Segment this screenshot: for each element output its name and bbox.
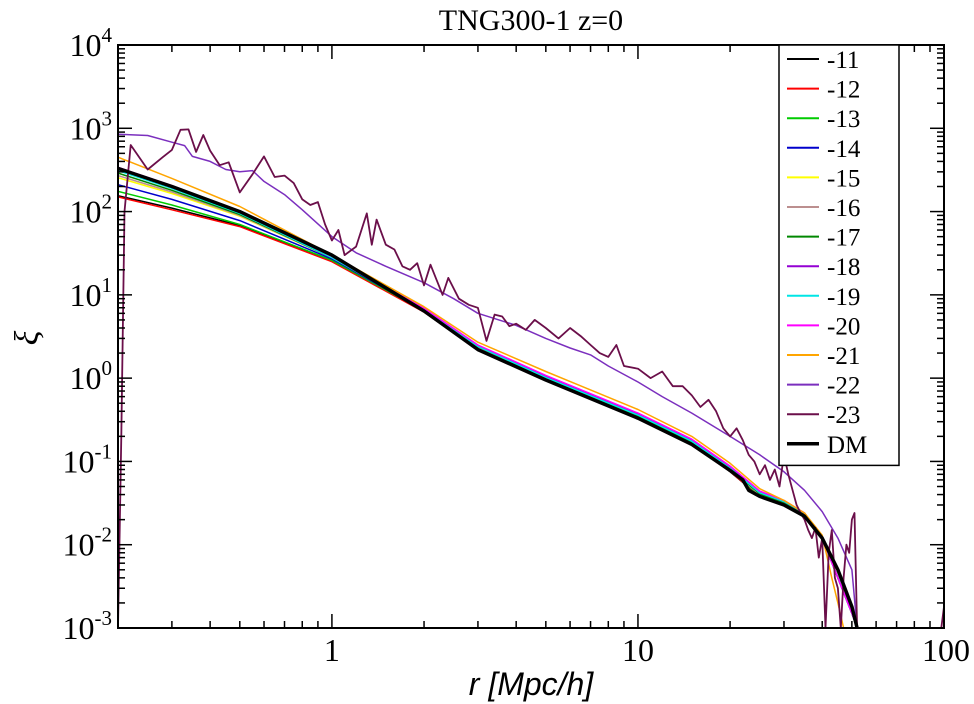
legend-entry-4: -15 xyxy=(827,165,860,192)
series-line-0 xyxy=(118,194,858,628)
y-tick-label: 10-3 xyxy=(63,606,113,646)
x-axis-label: r [Mpc/h] xyxy=(469,666,595,702)
x-tick-label: 10 xyxy=(622,632,654,668)
chart-title: TNG300-1 z=0 xyxy=(439,4,623,37)
legend-entry-12: -23 xyxy=(827,402,860,429)
y-tick-label: 10-2 xyxy=(63,523,113,563)
x-tick-label: 100 xyxy=(922,632,970,668)
y-tick-label: 101 xyxy=(70,273,113,313)
y-tick-label: 104 xyxy=(70,23,113,63)
ticks-layer: 1 10 100 10-3 10-2 10-1 100 101 102 103 104 xyxy=(63,23,971,668)
legend-entry-9: -20 xyxy=(827,313,860,340)
legend-entry-8: -19 xyxy=(827,284,860,311)
legend-entry-7: -18 xyxy=(827,254,860,281)
x-tick-label: 1 xyxy=(324,632,340,668)
legend-entry-6: -17 xyxy=(827,225,860,252)
y-tick-label: 100 xyxy=(70,356,113,396)
legend-box xyxy=(778,44,900,467)
series-line-10 xyxy=(118,156,845,628)
y-tick-label: 10-1 xyxy=(63,439,113,479)
legend-entry-11: -22 xyxy=(827,373,860,400)
series-line-2 xyxy=(118,190,858,628)
series-line-6 xyxy=(118,172,858,628)
legend: -11 -12-13 -14-15 -16 -17-18 -19-20 -21 -22-23 D… xyxy=(778,44,900,467)
legend-entry-13: DM xyxy=(827,432,867,459)
series-line-4 xyxy=(118,176,858,628)
legend-entry-10: -21 xyxy=(827,343,860,370)
series-layer xyxy=(118,128,944,628)
y-axis-label: ξ xyxy=(9,330,46,345)
series-line-9 xyxy=(118,166,858,628)
series-line-3 xyxy=(118,183,858,628)
series-line-1 xyxy=(118,196,858,628)
series-line-12 xyxy=(118,128,944,628)
series-line-7 xyxy=(118,167,858,628)
legend-entry-3: -14 xyxy=(827,136,861,163)
series-line-13 xyxy=(118,166,859,628)
y-tick-label: 102 xyxy=(70,190,113,230)
plot-frame xyxy=(117,44,945,629)
series-line-11 xyxy=(118,133,858,628)
y-tick-label: 103 xyxy=(70,106,113,146)
legend-entry-2: -13 xyxy=(827,106,860,133)
legend-entry-0: -11 xyxy=(827,47,859,74)
series-line-5 xyxy=(118,174,858,628)
legend-entry-5: -16 xyxy=(827,195,860,222)
series-line-8 xyxy=(118,169,858,628)
legend-entry-1: -12 xyxy=(827,77,860,104)
